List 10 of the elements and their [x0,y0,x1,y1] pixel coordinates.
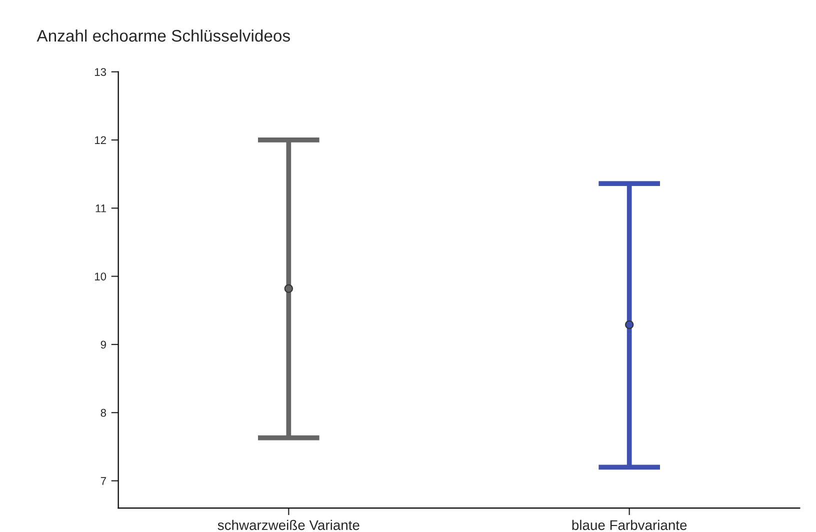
y-tick-label: 9 [100,340,106,349]
y-tick-label: 8 [100,408,106,417]
y-tick-label: 12 [95,136,106,144]
y-tick-label: 11 [96,204,106,212]
y-tick-label: 7 [100,477,106,485]
y-tick-label: 13 [95,68,106,76]
x-tick-label: blaue Farbvariante [572,520,687,530]
chart-title: Anzahl echoarme Schlüsselvideos [36,29,290,42]
x-tick-label: schwarzweiße Variante [218,520,360,530]
y-tick-label: 10 [95,272,106,280]
